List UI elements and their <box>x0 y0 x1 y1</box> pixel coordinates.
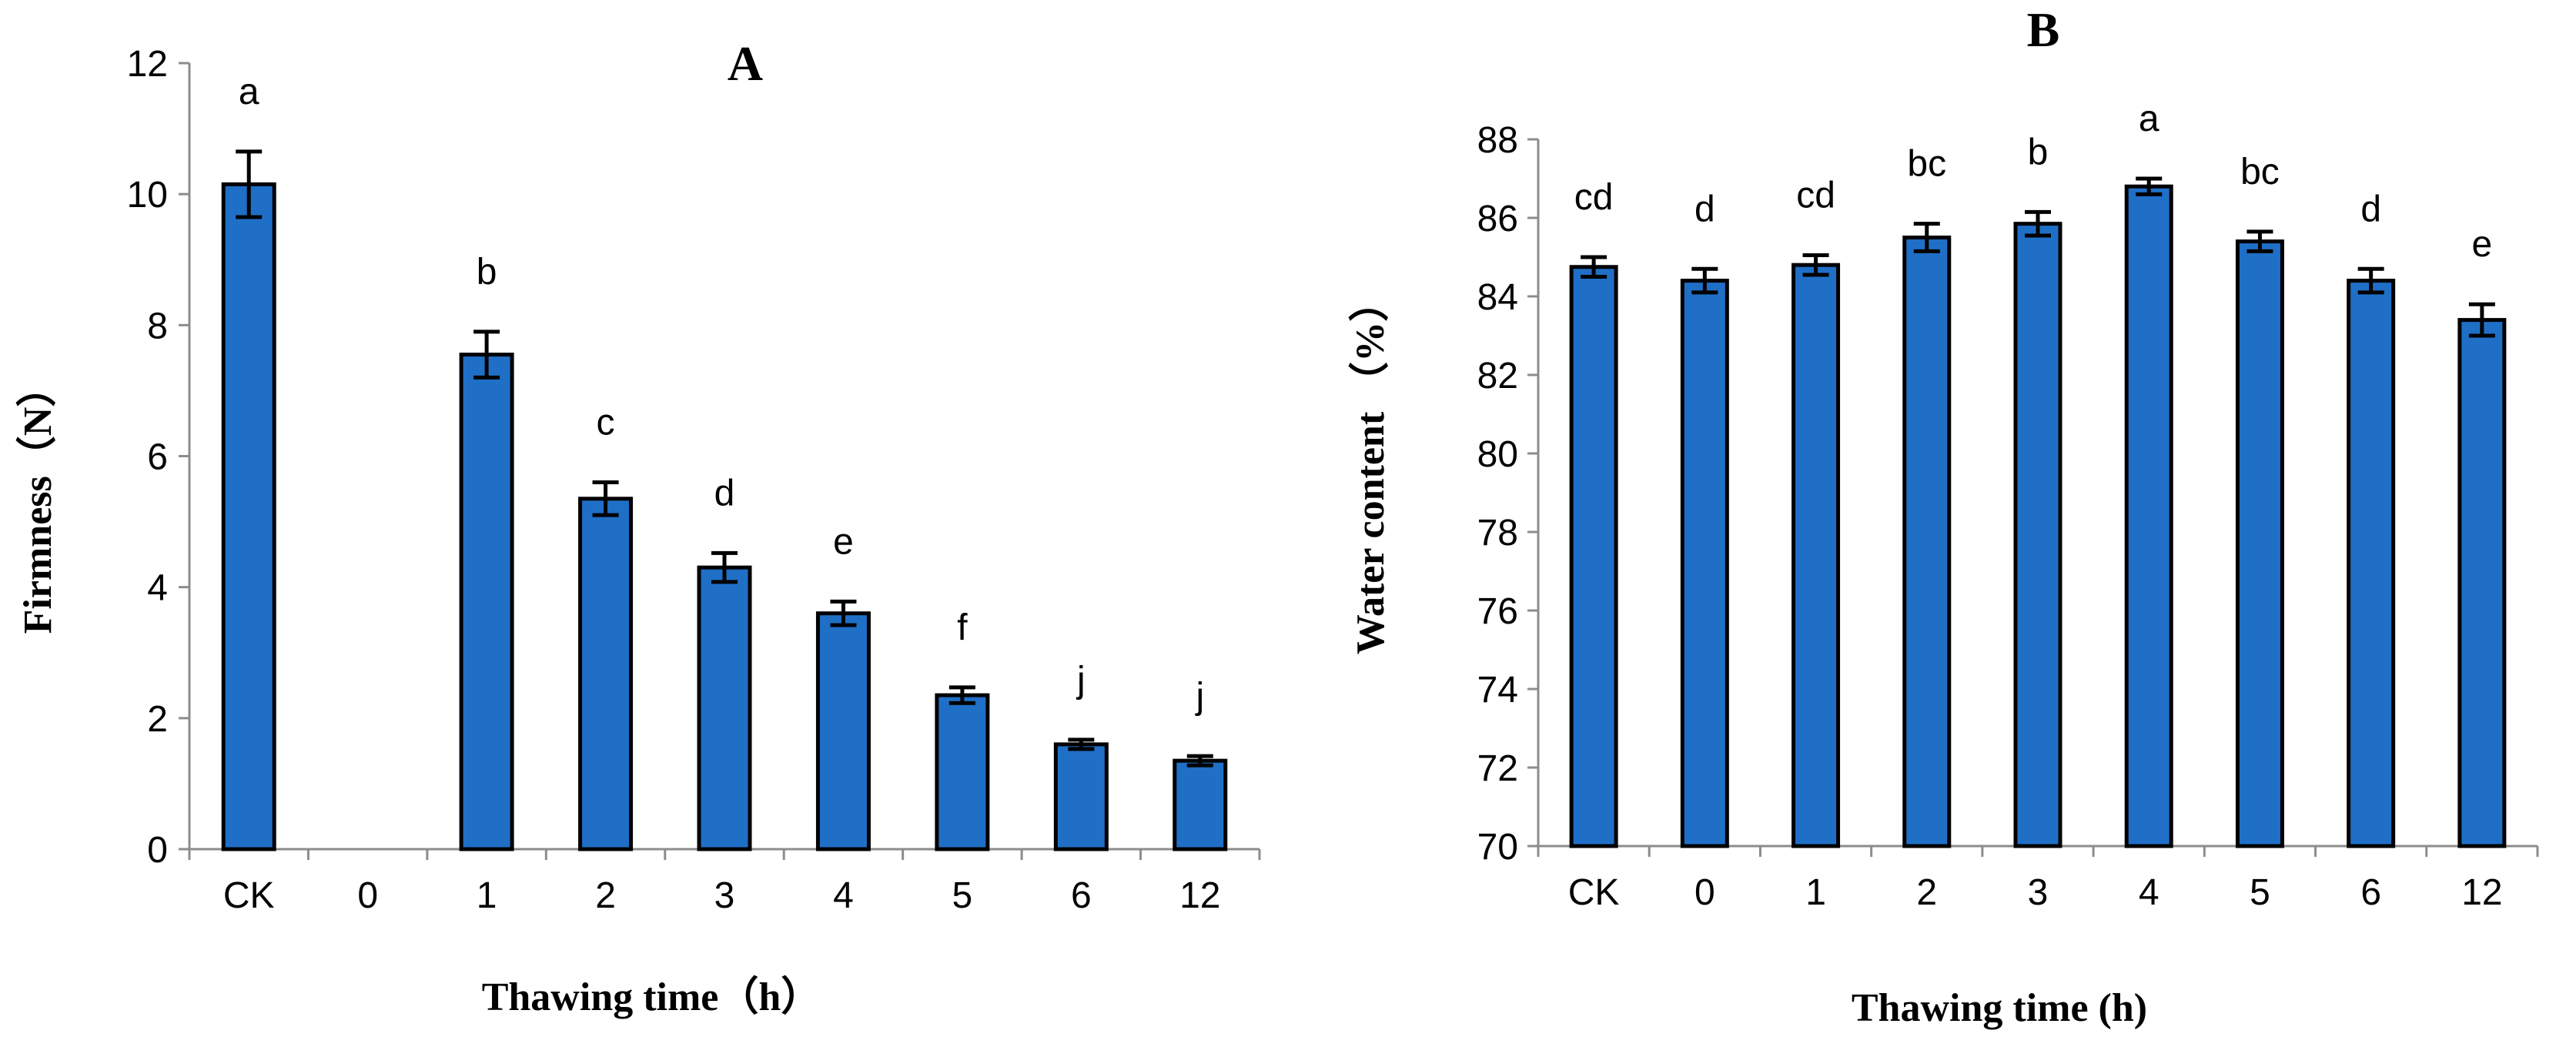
panel-a-error-bar <box>473 329 500 380</box>
panel-b-significance-label: b <box>2028 132 2049 172</box>
panel-a-error-bar <box>1068 738 1095 751</box>
panel-a-y-tick-label: 6 <box>147 437 168 478</box>
panel-b-significance-label: bc <box>1907 144 1946 185</box>
panel-b-bar <box>1902 236 1952 848</box>
panel-a-significance-label: j <box>1076 660 1086 701</box>
panel-b-y-tick-label: 82 <box>1477 356 1518 396</box>
panel-a-significance-label: f <box>957 607 968 648</box>
panel-b-error-bar <box>2357 266 2384 295</box>
panel-b-y-tick-label: 84 <box>1477 277 1518 318</box>
panel-a-bar <box>459 353 514 851</box>
panel-b-significance-label: cd <box>1796 175 1835 216</box>
panel-b-significance-label: d <box>1694 189 1715 229</box>
panel-b-error-bar <box>2246 229 2273 253</box>
panel-a-x-tick-label: 6 <box>1071 875 1092 916</box>
panel-b-y-tick-label: 70 <box>1477 827 1518 868</box>
panel-b-significance-label: a <box>2139 99 2159 139</box>
panel-b-error-bar <box>2025 209 2051 238</box>
panel-a-significance-label: b <box>477 252 497 293</box>
panel-a-x-axis-label: Thawing time（h） <box>482 975 821 1019</box>
panel-a-error-bar <box>236 149 263 219</box>
panel-b-title: B <box>2027 2 2060 57</box>
panel-b-bar <box>2235 239 2284 848</box>
panel-b-y-tick-label: 74 <box>1477 670 1518 711</box>
panel-b-bar <box>1791 263 1841 848</box>
panel-b-error-bar <box>1581 255 1607 279</box>
panel-a-x-tick-label: 5 <box>952 875 973 916</box>
panel-a-significance-label: a <box>239 72 259 112</box>
panel-b-x-tick-label: 6 <box>2360 872 2381 913</box>
panel-a-x-tick-label: 0 <box>357 875 378 916</box>
panel-b-y-tick-label: 72 <box>1477 748 1518 789</box>
panel-a-bar <box>1053 742 1109 851</box>
panel-b-error-bar <box>2468 302 2495 338</box>
panel-b-error-bar <box>1802 253 1829 277</box>
panel-a-x-tick-label: 4 <box>833 875 854 916</box>
panel-b-y-tick-label: 80 <box>1477 434 1518 475</box>
panel-b-x-axis-label: Thawing time (h) <box>1852 986 2147 1030</box>
panel-b-x-tick-label: 4 <box>2139 872 2159 913</box>
panel-b-bar <box>2124 184 2173 848</box>
panel-b-x-tick-label: 2 <box>1916 872 1937 913</box>
panel-b-bar <box>1569 265 1618 848</box>
panel-a-error-bar <box>1186 754 1213 768</box>
panel-b-x-tick-label: 12 <box>2461 872 2502 913</box>
panel-a-x-tick-label: CK <box>223 875 275 916</box>
panel-b-significance-label: cd <box>1574 177 1614 218</box>
panel-a-y-axis-label: Firmness（N） <box>15 367 60 634</box>
panel-a-x-tick-label: 1 <box>477 875 497 916</box>
panel-a-x-tick-label: 2 <box>595 875 616 916</box>
panel-a-x-tick-label: 12 <box>1179 875 1220 916</box>
panel-b-significance-label: bc <box>2240 152 2280 192</box>
panel-b-x-tick-label: 5 <box>2250 872 2270 913</box>
panel-b-y-tick-label: 88 <box>1477 120 1518 161</box>
panel-a-bar <box>1173 758 1228 851</box>
panel-a-significance-label: j <box>1194 676 1204 717</box>
panel-a-y-tick-label: 12 <box>127 44 168 85</box>
panel-a-y-tick-label: 10 <box>127 175 168 216</box>
panel-b-y-tick-label: 78 <box>1477 513 1518 554</box>
panel-a-significance-label: d <box>714 473 735 513</box>
panel-b-y-tick-label: 86 <box>1477 199 1518 239</box>
panel-b-bar <box>1680 279 1729 848</box>
panel-b-y-tick-label: 76 <box>1477 591 1518 632</box>
panel-a-title: A <box>728 36 763 91</box>
panel-a-significance-label: c <box>597 403 615 443</box>
panel-a-error-bar <box>592 480 619 517</box>
panel-b-error-bar <box>1691 266 1718 295</box>
panel-b-error-bar <box>2136 176 2163 196</box>
panel-a-bar <box>578 497 634 851</box>
panel-a-plot-area: 0 2 4 6 8 10 12 CK a 0 1 b 2 c 3 d 4 e 5 f 6 j 12 j <box>127 44 1261 916</box>
panel-a-y-tick-label: 2 <box>147 699 168 740</box>
panel-a-error-bar <box>830 599 857 627</box>
panel-b-significance-label: e <box>2472 224 2493 265</box>
panel-a-firmness-chart: A Firmness（N） Thawing time（h） 024681012C… <box>15 36 1261 1019</box>
panel-a-bar <box>697 565 752 851</box>
panel-b-significance-label: d <box>2360 189 2381 229</box>
panel-b-y-axis-label: Water content （%） <box>1348 282 1393 654</box>
panel-a-bar <box>221 182 276 851</box>
panel-a-x-tick-label: 3 <box>714 875 735 916</box>
panel-b-water-content-chart: B Water content （%） Thawing time (h) 707… <box>1348 2 2539 1030</box>
panel-a-bar <box>815 611 871 851</box>
panel-a-y-tick-label: 8 <box>147 306 168 346</box>
panel-b-bar <box>2013 222 2062 848</box>
panel-a-bar <box>935 693 990 851</box>
panel-a-y-tick-label: 4 <box>147 568 168 609</box>
panel-a-error-bar <box>711 550 738 584</box>
panel-b-x-tick-label: CK <box>1568 872 1620 913</box>
panel-b-x-tick-label: 0 <box>1694 872 1715 913</box>
panel-b-x-tick-label: 1 <box>1805 872 1826 913</box>
panel-b-x-tick-label: 3 <box>2028 872 2049 913</box>
panel-b-plot-area: 70 72 74 76 78 80 82 84 86 88 CK cd 0 d 1 cd 2 bc 3 b 4 a 5 bc 6… <box>1477 99 2539 913</box>
panel-a-error-bar <box>948 685 975 705</box>
panel-b-bar <box>2457 318 2507 848</box>
panel-a-y-tick-label: 0 <box>147 830 168 871</box>
panel-b-bar <box>2347 279 2396 848</box>
panel-a-significance-label: e <box>833 521 854 562</box>
panel-b-error-bar <box>1913 222 1940 253</box>
